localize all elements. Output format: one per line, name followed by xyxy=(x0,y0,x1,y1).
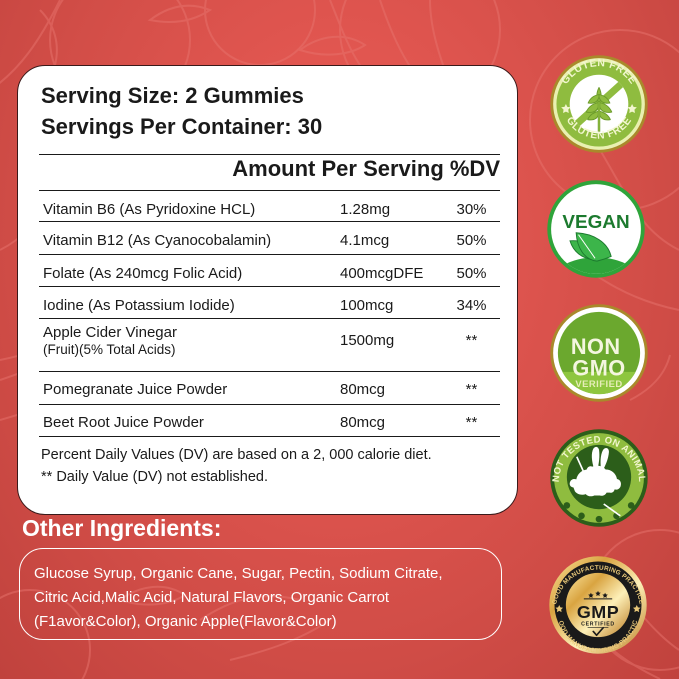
svg-text:VERIFIED: VERIFIED xyxy=(575,379,622,390)
svg-text:NON GMO: NON GMO xyxy=(571,334,627,381)
svg-text:CERTIFIED: CERTIFIED xyxy=(581,621,615,627)
svg-text:GMP: GMP xyxy=(577,602,619,622)
svg-text:VEGAN: VEGAN xyxy=(562,212,629,233)
